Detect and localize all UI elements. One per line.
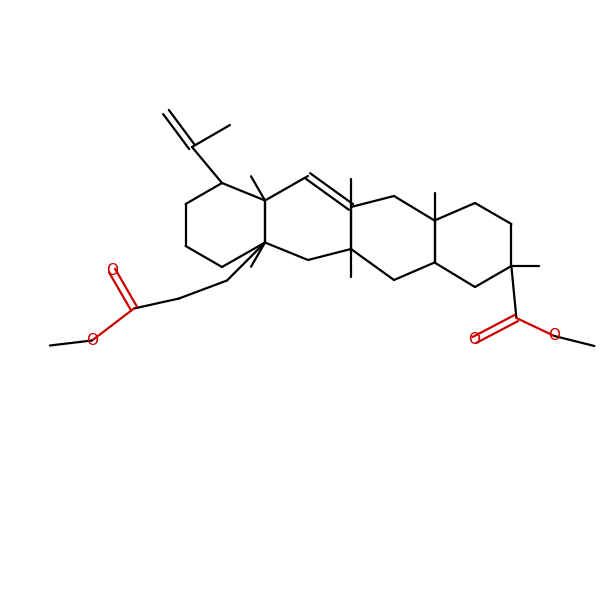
Text: O: O (469, 332, 481, 347)
Text: O: O (548, 329, 560, 343)
Text: O: O (106, 263, 118, 278)
Text: O: O (86, 333, 98, 348)
